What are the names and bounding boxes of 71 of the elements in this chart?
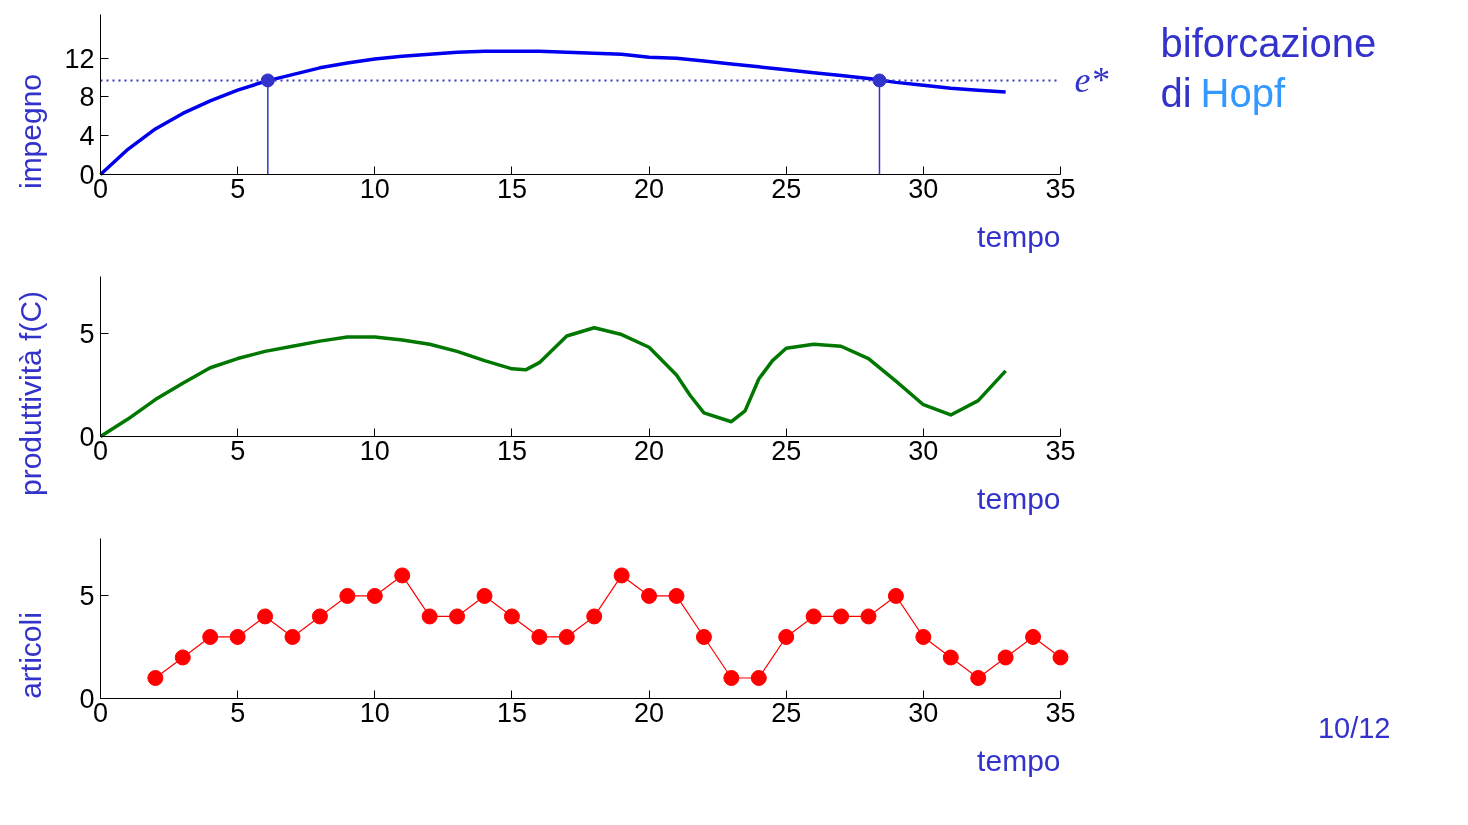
y-tick-label: 8 [79,82,95,113]
y-tick-label: 4 [79,121,95,152]
line-series [98,49,1008,177]
point [586,608,603,625]
x-axis-title: tempo [977,482,1061,515]
point [531,628,548,645]
x-axis-title: tempo [977,744,1061,777]
x-tick-label: 35 [1045,697,1076,728]
x-tick-label: 10 [359,697,390,728]
y-axis-title: produttività f(C) [14,290,47,497]
y-tick-label: 5 [79,319,95,350]
y-axis-title: impegno [14,73,47,190]
point [503,608,520,625]
x-tick-label: 30 [908,697,939,728]
point [1052,649,1069,666]
x-tick-label: 20 [634,173,665,204]
point [421,608,438,625]
point [613,567,630,584]
line-series [98,326,1008,439]
point [668,587,685,604]
point [257,608,274,625]
point [229,628,246,645]
x-tick-label: 15 [496,435,527,466]
x-tick-label: 35 [1045,173,1076,204]
point [339,587,356,604]
y-tick-label: 5 [79,581,95,612]
point [202,628,219,645]
y-tick-label: 12 [64,43,95,74]
text: 10/12 [1317,711,1391,744]
x-tick-label: 10 [359,435,390,466]
point [805,608,822,625]
point [750,670,767,686]
point [915,628,932,645]
point [970,670,987,686]
point [723,670,740,686]
x-tick-label: 10 [359,173,390,204]
point [311,608,328,625]
point [641,587,658,604]
x-axis-title: tempo [977,220,1061,253]
point [778,628,795,645]
point [394,567,411,584]
point [887,587,904,604]
point [284,628,301,645]
x-tick-label: 15 [496,173,527,204]
point [449,608,466,625]
point [476,587,493,604]
x-tick-label: 30 [908,435,939,466]
x-tick-label: 5 [230,697,246,728]
point [860,608,877,625]
point [366,587,383,604]
point [833,608,850,625]
point [942,649,959,666]
point [695,628,712,645]
y-axis-title: articoli [14,612,47,699]
x-tick-label: 5 [230,173,246,204]
point [558,628,575,645]
point [174,649,191,666]
x-tick-label: 25 [771,697,802,728]
ref-line-label: e* [1074,60,1109,101]
x-tick-label: 15 [496,697,527,728]
point [147,670,164,686]
point [1025,628,1042,645]
x-tick-label: 5 [230,435,246,466]
x-tick-label: 20 [634,435,665,466]
x-tick-label: 25 [771,435,802,466]
x-tick-label: 20 [634,697,665,728]
text: biforcazione di Hopf [1160,20,1377,115]
x-tick-label: 25 [771,173,802,204]
point [997,649,1014,666]
x-tick-label: 35 [1045,435,1076,466]
x-tick-label: 30 [908,173,939,204]
